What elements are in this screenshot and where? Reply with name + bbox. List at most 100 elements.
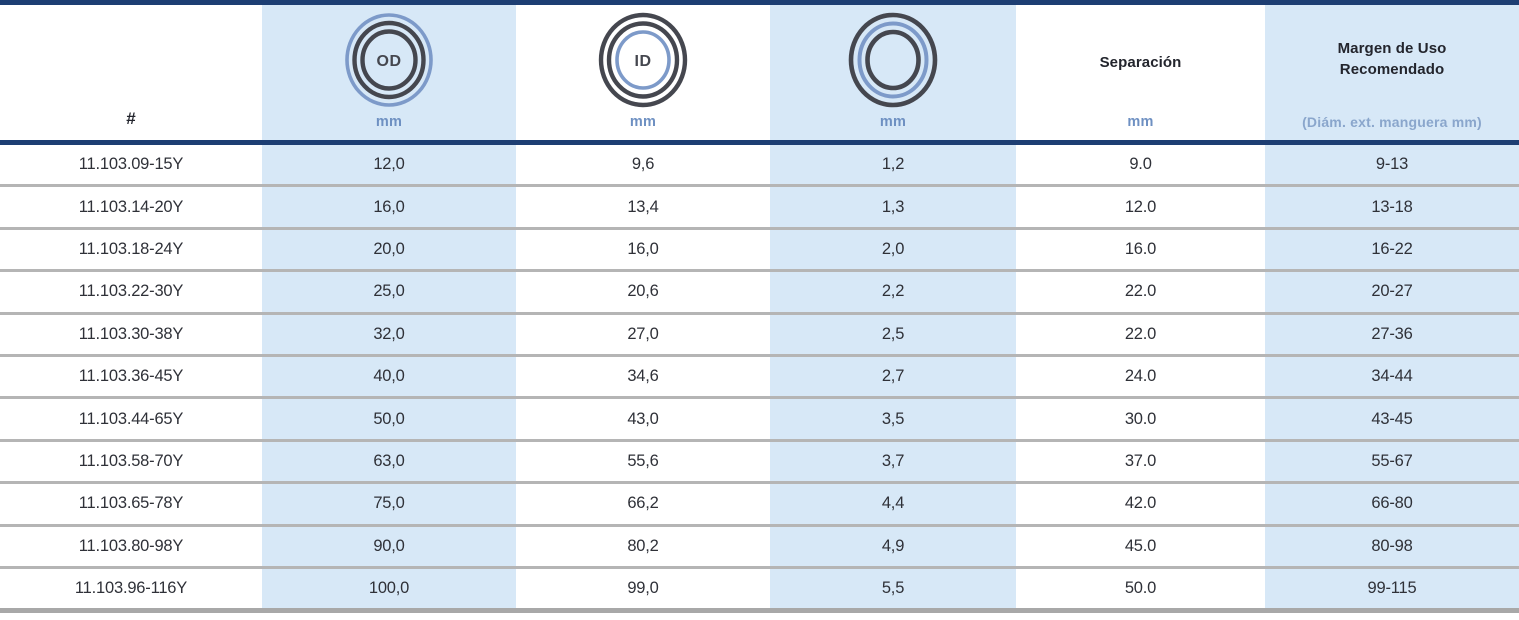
- id-unit-label: mm: [629, 114, 657, 130]
- od-ring-icon: OD: [345, 13, 433, 107]
- margen-value-cell: 13-18: [1265, 187, 1519, 227]
- wall-value-cell: 3,5: [770, 399, 1016, 439]
- id-value-cell: 34,6: [627, 367, 659, 386]
- header-wall-thickness: mm: [770, 5, 1016, 140]
- top-rule: [0, 0, 1519, 5]
- wall-value-cell: 2,5: [770, 314, 1016, 354]
- margen-value-cell: 27-36: [1265, 314, 1519, 354]
- margen-header-label: Margen de Uso Recomendado: [1337, 40, 1447, 78]
- table-row: 11.103.18-24Y 20,0 16,0 2,0 16.0 16-22: [0, 229, 1519, 273]
- table-row: 11.103.65-78Y 75,0 66,2 4,4 42.0 66-80: [0, 484, 1519, 527]
- id-value-cell: 16,0: [627, 239, 659, 258]
- id-ring-icon: ID: [598, 12, 688, 108]
- separacion-value-cell: 22.0: [1124, 282, 1157, 301]
- wall-value-cell: 2,7: [770, 356, 1016, 397]
- part-number-cell: 11.103.80-98Y: [78, 536, 184, 555]
- id-value-cell: 20,6: [627, 282, 659, 301]
- separacion-value-cell: 9.0: [1129, 155, 1152, 174]
- id-value-cell: 27,0: [627, 324, 659, 343]
- id-value-cell: 66,2: [627, 494, 659, 513]
- wall-value-cell: 1,3: [770, 187, 1016, 227]
- od-unit-label: mm: [375, 114, 403, 130]
- separacion-unit-label: mm: [1127, 114, 1154, 130]
- separacion-value-cell: 12.0: [1124, 197, 1157, 216]
- margen-value-cell: 66-80: [1265, 484, 1519, 524]
- margen-value-cell: 55-67: [1265, 441, 1519, 482]
- id-value-cell: 13,4: [627, 197, 659, 216]
- table-row: 11.103.80-98Y 90,0 80,2 4,9 45.0 80-98: [0, 526, 1519, 569]
- id-icon-label: ID: [635, 53, 652, 70]
- table-row: 11.103.09-15Y 12,0 9,6 1,2 9.0 9-13: [0, 145, 1519, 188]
- part-number-cell: 11.103.22-30Y: [78, 282, 184, 301]
- wall-value-cell: 4,4: [770, 484, 1016, 524]
- wall-value-cell: 2,0: [770, 229, 1016, 270]
- od-value-cell: 25,0: [262, 272, 516, 312]
- part-number-cell: 11.103.14-20Y: [78, 197, 184, 216]
- margen-value-cell: 43-45: [1265, 399, 1519, 439]
- separacion-value-cell: 45.0: [1124, 536, 1157, 555]
- table-row: 11.103.22-30Y 25,0 20,6 2,2 22.0 20-27: [0, 272, 1519, 315]
- wall-value-cell: 3,7: [770, 441, 1016, 482]
- separacion-value-cell: 37.0: [1124, 451, 1157, 470]
- od-value-cell: 40,0: [262, 356, 516, 397]
- margen-value-cell: 16-22: [1265, 229, 1519, 270]
- od-value-cell: 12,0: [262, 145, 516, 185]
- table-row: 11.103.44-65Y 50,0 43,0 3,5 30.0 43-45: [0, 399, 1519, 442]
- margen-value-cell: 34-44: [1265, 356, 1519, 397]
- part-number-cell: 11.103.58-70Y: [78, 451, 184, 470]
- od-value-cell: 50,0: [262, 399, 516, 439]
- table-header: # OD mm ID mm: [0, 5, 1519, 140]
- od-icon-label: OD: [377, 53, 402, 70]
- od-value-cell: 16,0: [262, 187, 516, 227]
- part-number-cell: 11.103.44-65Y: [78, 409, 184, 428]
- part-number-header-label: #: [126, 109, 136, 128]
- header-part-number: #: [0, 5, 262, 140]
- od-value-cell: 90,0: [262, 526, 516, 566]
- od-value-cell: 20,0: [262, 229, 516, 270]
- table-body: 11.103.09-15Y 12,0 9,6 1,2 9.0 9-13 11.1…: [0, 145, 1519, 613]
- part-number-cell: 11.103.18-24Y: [78, 239, 184, 258]
- part-number-cell: 11.103.09-15Y: [78, 155, 184, 174]
- margen-value-cell: 20-27: [1265, 272, 1519, 312]
- margen-value-cell: 99-115: [1265, 568, 1519, 608]
- separacion-value-cell: 50.0: [1124, 578, 1157, 597]
- header-outer-diameter: OD mm: [262, 5, 516, 140]
- part-number-cell: 11.103.96-116Y: [74, 578, 188, 597]
- wall-value-cell: 1,2: [770, 145, 1016, 185]
- margen-unit-label: (Diám. ext. manguera mm): [1302, 114, 1482, 130]
- separacion-value-cell: 30.0: [1124, 409, 1157, 428]
- table-row: 11.103.58-70Y 63,0 55,6 3,7 37.0 55-67: [0, 441, 1519, 485]
- od-value-cell: 75,0: [262, 484, 516, 524]
- separacion-header-label: Separación: [1099, 54, 1182, 71]
- od-value-cell: 100,0: [262, 568, 516, 608]
- header-rule: [0, 140, 1519, 145]
- separacion-value-cell: 24.0: [1124, 367, 1157, 386]
- od-value-cell: 32,0: [262, 314, 516, 354]
- part-number-cell: 11.103.30-38Y: [78, 324, 184, 343]
- id-value-cell: 80,2: [627, 536, 659, 555]
- header-margen-uso: Margen de Uso Recomendado (Diám. ext. ma…: [1265, 5, 1519, 140]
- id-value-cell: 99,0: [627, 578, 659, 597]
- part-number-cell: 11.103.36-45Y: [78, 367, 184, 386]
- id-value-cell: 55,6: [627, 451, 659, 470]
- margen-value-cell: 80-98: [1265, 526, 1519, 566]
- separacion-value-cell: 22.0: [1124, 324, 1157, 343]
- separacion-value-cell: 16.0: [1124, 239, 1157, 258]
- margen-value-cell: 9-13: [1265, 145, 1519, 185]
- od-value-cell: 63,0: [262, 441, 516, 482]
- separacion-value-cell: 42.0: [1124, 494, 1157, 513]
- wall-value-cell: 5,5: [770, 568, 1016, 608]
- id-value-cell: 43,0: [627, 409, 659, 428]
- header-inner-diameter: ID mm: [516, 5, 770, 140]
- table-row: 11.103.30-38Y 32,0 27,0 2,5 22.0 27-36: [0, 314, 1519, 357]
- header-separacion: Separación mm: [1016, 5, 1265, 140]
- id-value-cell: 9,6: [631, 155, 655, 174]
- wall-value-cell: 4,9: [770, 526, 1016, 566]
- wall-value-cell: 2,2: [770, 272, 1016, 312]
- wall-unit-label: mm: [879, 114, 907, 130]
- ring-cross-section-icon: [848, 12, 938, 108]
- part-number-cell: 11.103.65-78Y: [78, 494, 184, 513]
- table-row: 11.103.14-20Y 16,0 13,4 1,3 12.0 13-18: [0, 187, 1519, 230]
- table-row: 11.103.96-116Y 100,0 99,0 5,5 50.0 99-11…: [0, 568, 1519, 613]
